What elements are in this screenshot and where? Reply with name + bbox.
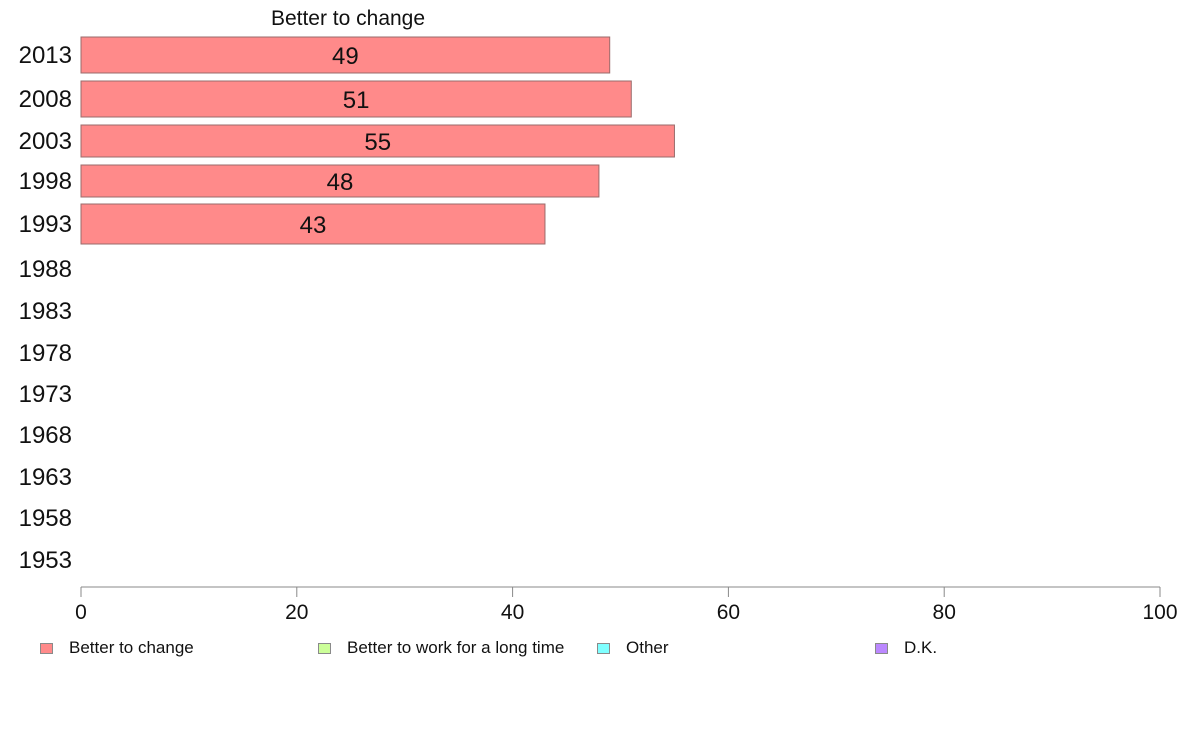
x-tick-label-0: 0 — [75, 601, 87, 624]
y-tick-label-2003: 2003 — [19, 128, 72, 155]
y-tick-label-1978: 1978 — [19, 340, 72, 367]
y-tick-label-1983: 1983 — [19, 298, 72, 325]
legend-swatch — [875, 642, 888, 654]
bar-1998 — [80, 164, 600, 198]
chart-title: Better to change — [271, 7, 425, 30]
x-axis-ticks: 0 20 40 60 80 100 — [75, 587, 1178, 624]
legend-label: Better to change — [69, 638, 194, 657]
bar-2003 — [80, 124, 675, 158]
legend-item-other: Other — [597, 638, 669, 658]
bar-2013 — [80, 36, 611, 74]
bar-value-label-2013: 49 — [332, 43, 359, 70]
legend-item-better-to-work: Better to work for a long time — [318, 638, 564, 658]
legend-swatch — [597, 642, 610, 654]
bar-value-label-2003: 55 — [364, 129, 391, 156]
bar-value-label-1998: 48 — [327, 169, 354, 196]
y-tick-label-1973: 1973 — [19, 381, 72, 408]
legend-item-dk: D.K. — [875, 638, 937, 658]
bars-group — [80, 36, 675, 245]
y-tick-label-1993: 1993 — [19, 211, 72, 238]
bar-value-label-2008: 51 — [343, 87, 370, 114]
bar-2008 — [80, 80, 632, 118]
y-axis-tick-labels: 2013 2008 2003 1998 1993 1988 1983 1978 1973 1968… — [19, 42, 72, 574]
y-tick-label-1958: 1958 — [19, 505, 72, 532]
y-tick-label-1998: 1998 — [19, 168, 72, 195]
y-tick-label-2013: 2013 — [19, 42, 72, 69]
x-tick-label-20: 20 — [285, 601, 308, 624]
bar-value-label-1993: 43 — [300, 212, 327, 239]
y-tick-label-1968: 1968 — [19, 422, 72, 449]
legend-item-better-to-change: Better to change — [40, 638, 194, 658]
legend-label: Other — [626, 638, 669, 657]
x-tick-label-60: 60 — [717, 601, 740, 624]
x-tick-label-80: 80 — [933, 601, 956, 624]
legend-label: D.K. — [904, 638, 938, 657]
x-tick-label-40: 40 — [501, 601, 524, 624]
y-tick-label-2008: 2008 — [19, 86, 72, 113]
y-tick-label-1988: 1988 — [19, 256, 72, 283]
legend-label: Better to work for a long time — [347, 638, 565, 657]
y-tick-label-1963: 1963 — [19, 464, 72, 491]
x-tick-label-100: 100 — [1142, 601, 1177, 624]
legend-swatch — [318, 642, 331, 654]
bar-1993 — [80, 203, 546, 245]
legend: Better to change Better to work for a lo… — [0, 638, 1188, 662]
legend-swatch — [40, 642, 53, 654]
y-tick-label-1953: 1953 — [19, 547, 72, 574]
